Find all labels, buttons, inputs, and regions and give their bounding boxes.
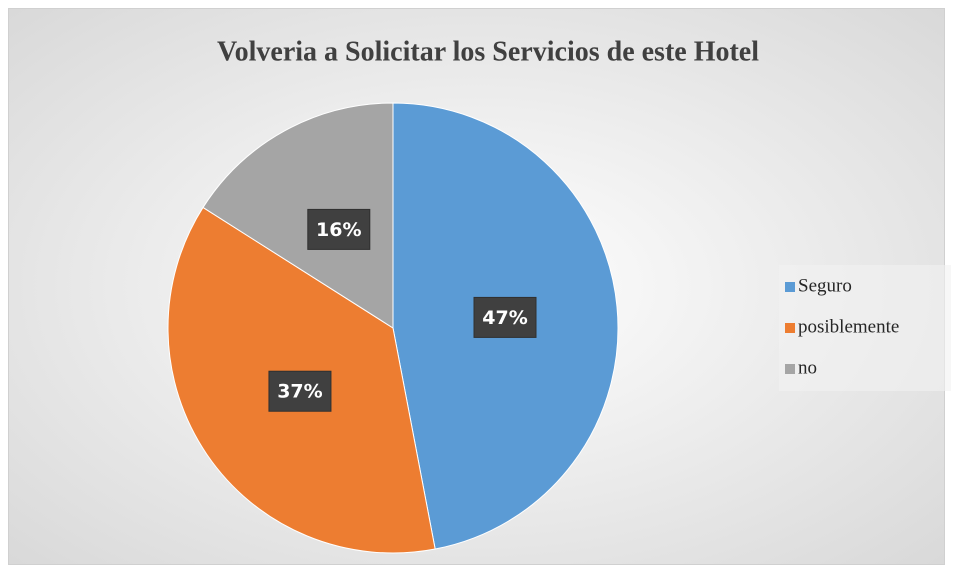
legend-swatch bbox=[785, 282, 795, 292]
pie-slice bbox=[202, 102, 394, 329]
legend-swatch bbox=[785, 323, 795, 333]
chart-title: Volveria a Solicitar los Servicios de es… bbox=[217, 36, 759, 67]
legend-label: posiblemente bbox=[798, 316, 899, 337]
data-label: 16% bbox=[316, 219, 361, 241]
label-box bbox=[473, 296, 537, 338]
legend-label: Seguro bbox=[798, 275, 852, 296]
data-label: 47% bbox=[482, 307, 527, 329]
legend-swatch bbox=[785, 364, 795, 374]
legend-box bbox=[779, 265, 951, 391]
data-label: 37% bbox=[277, 381, 322, 403]
label-box bbox=[307, 208, 371, 250]
legend-label: no bbox=[798, 357, 817, 378]
label-box bbox=[268, 370, 332, 412]
